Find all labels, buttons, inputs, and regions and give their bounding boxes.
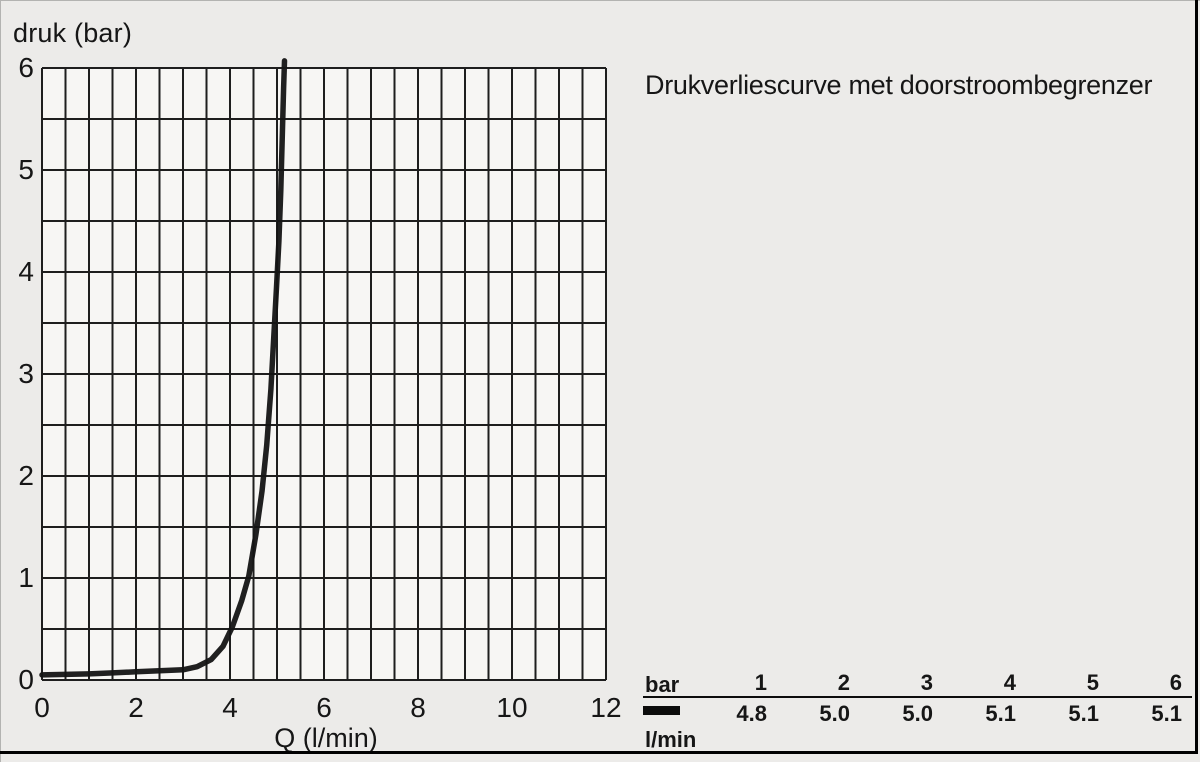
table-bar-value: 6 bbox=[1169, 670, 1182, 695]
table-lmin-value: 5.1 bbox=[1068, 701, 1099, 726]
panel-border-bottom bbox=[0, 751, 1198, 754]
x-tick-label: 10 bbox=[496, 692, 528, 723]
table-lmin-value: 5.0 bbox=[902, 701, 933, 726]
panel-border-top bbox=[0, 0, 1200, 1]
table-bar-value: 4 bbox=[1003, 670, 1016, 695]
flow-rate-table: bar 1 2 3 4 5 6 4.8 5.0 5.0 5.1 5.1 5.1 l/min bbox=[643, 669, 1192, 753]
panel-border-left bbox=[0, 0, 1, 762]
table-lmin-value: 4.8 bbox=[736, 701, 767, 726]
table-row-lmin-label: l/min bbox=[645, 727, 697, 752]
y-tick-label: 5 bbox=[18, 154, 34, 185]
table-lmin-value: 5.1 bbox=[1151, 701, 1182, 726]
x-tick-label: 2 bbox=[128, 692, 144, 723]
table-bar-value: 3 bbox=[920, 670, 933, 695]
y-tick-label: 4 bbox=[18, 256, 34, 287]
table-bar-value: 1 bbox=[754, 670, 767, 695]
table-lmin-value: 5.0 bbox=[819, 701, 850, 726]
x-tick-label: 6 bbox=[316, 692, 332, 723]
table-lmin-value: 5.1 bbox=[985, 701, 1016, 726]
y-tick-label: 1 bbox=[18, 562, 34, 593]
x-tick-label: 4 bbox=[222, 692, 238, 723]
x-tick-label: 8 bbox=[410, 692, 426, 723]
x-tick-label: 0 bbox=[34, 692, 50, 723]
chart-title: Drukverliescurve met doorstroombegrenzer bbox=[645, 70, 1153, 100]
y-tick-label: 3 bbox=[18, 358, 34, 389]
panel-border-right bbox=[1195, 0, 1198, 754]
pressure-loss-curve bbox=[39, 58, 288, 678]
x-axis-title: Q (l/min) bbox=[274, 723, 378, 753]
y-tick-label: 0 bbox=[18, 664, 34, 695]
x-tick-label: 12 bbox=[590, 692, 622, 723]
table-separator-line bbox=[643, 696, 1192, 698]
y-axis-title: druk (bar) bbox=[13, 18, 133, 48]
table-header-values: 1 2 3 4 5 6 bbox=[694, 670, 1192, 696]
table-bar-value: 5 bbox=[1086, 670, 1099, 695]
table-bar-value: 2 bbox=[837, 670, 850, 695]
y-tick-label: 2 bbox=[18, 460, 34, 491]
y-tick-label: 6 bbox=[18, 52, 34, 83]
table-flow-values: 4.8 5.0 5.0 5.1 5.1 5.1 bbox=[694, 701, 1192, 727]
table-header-bar-label: bar bbox=[645, 672, 680, 697]
legend-line-swatch bbox=[643, 706, 680, 715]
